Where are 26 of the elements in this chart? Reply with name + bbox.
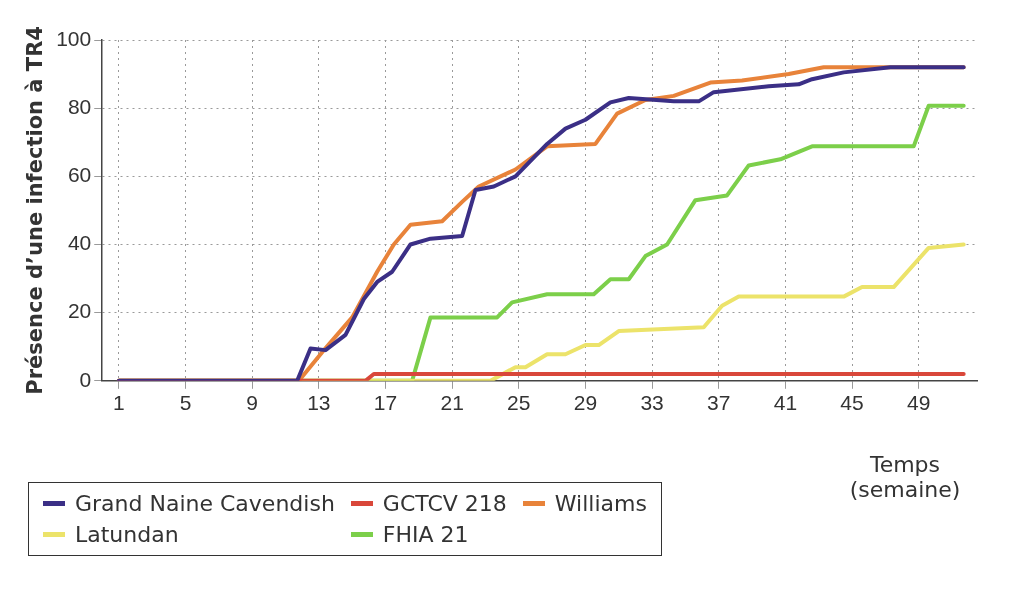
x-tick-label: 33 <box>640 391 664 415</box>
x-tick-label: 41 <box>773 391 798 415</box>
x-axis-title: Temps (semaine) <box>848 452 962 502</box>
y-tick-label: 80 <box>67 94 92 118</box>
legend-label: Williams <box>554 491 647 516</box>
legend-label: FHIA 21 <box>382 522 469 547</box>
legend-label: Latundan <box>75 522 179 547</box>
x-tick-label: 25 <box>507 391 531 415</box>
x-tick-label: 1 <box>113 391 125 415</box>
x-tick-label: 9 <box>246 391 259 415</box>
x-tick-label: 45 <box>840 391 864 415</box>
y-tick-label: 100 <box>56 26 92 50</box>
y-tick-label: 40 <box>67 231 92 255</box>
legend-label: Grand Naine Cavendish <box>75 491 335 516</box>
y-tick-label: 0 <box>79 367 92 391</box>
x-tick-label: 17 <box>373 391 398 415</box>
y-tick-label: 60 <box>67 163 92 187</box>
y-axis-title: Présence d’une infection à TR4 <box>23 26 48 395</box>
x-tick-label: 21 <box>440 391 464 415</box>
x-tick-label: 13 <box>307 391 331 415</box>
y-tick-label: 20 <box>67 299 92 323</box>
x-tick-label: 37 <box>707 391 731 415</box>
x-tick-label: 29 <box>573 391 598 415</box>
x-tick-label: 49 <box>907 391 931 415</box>
x-tick-label: 5 <box>179 391 192 415</box>
legend-label: GCTCV 218 <box>382 491 507 516</box>
